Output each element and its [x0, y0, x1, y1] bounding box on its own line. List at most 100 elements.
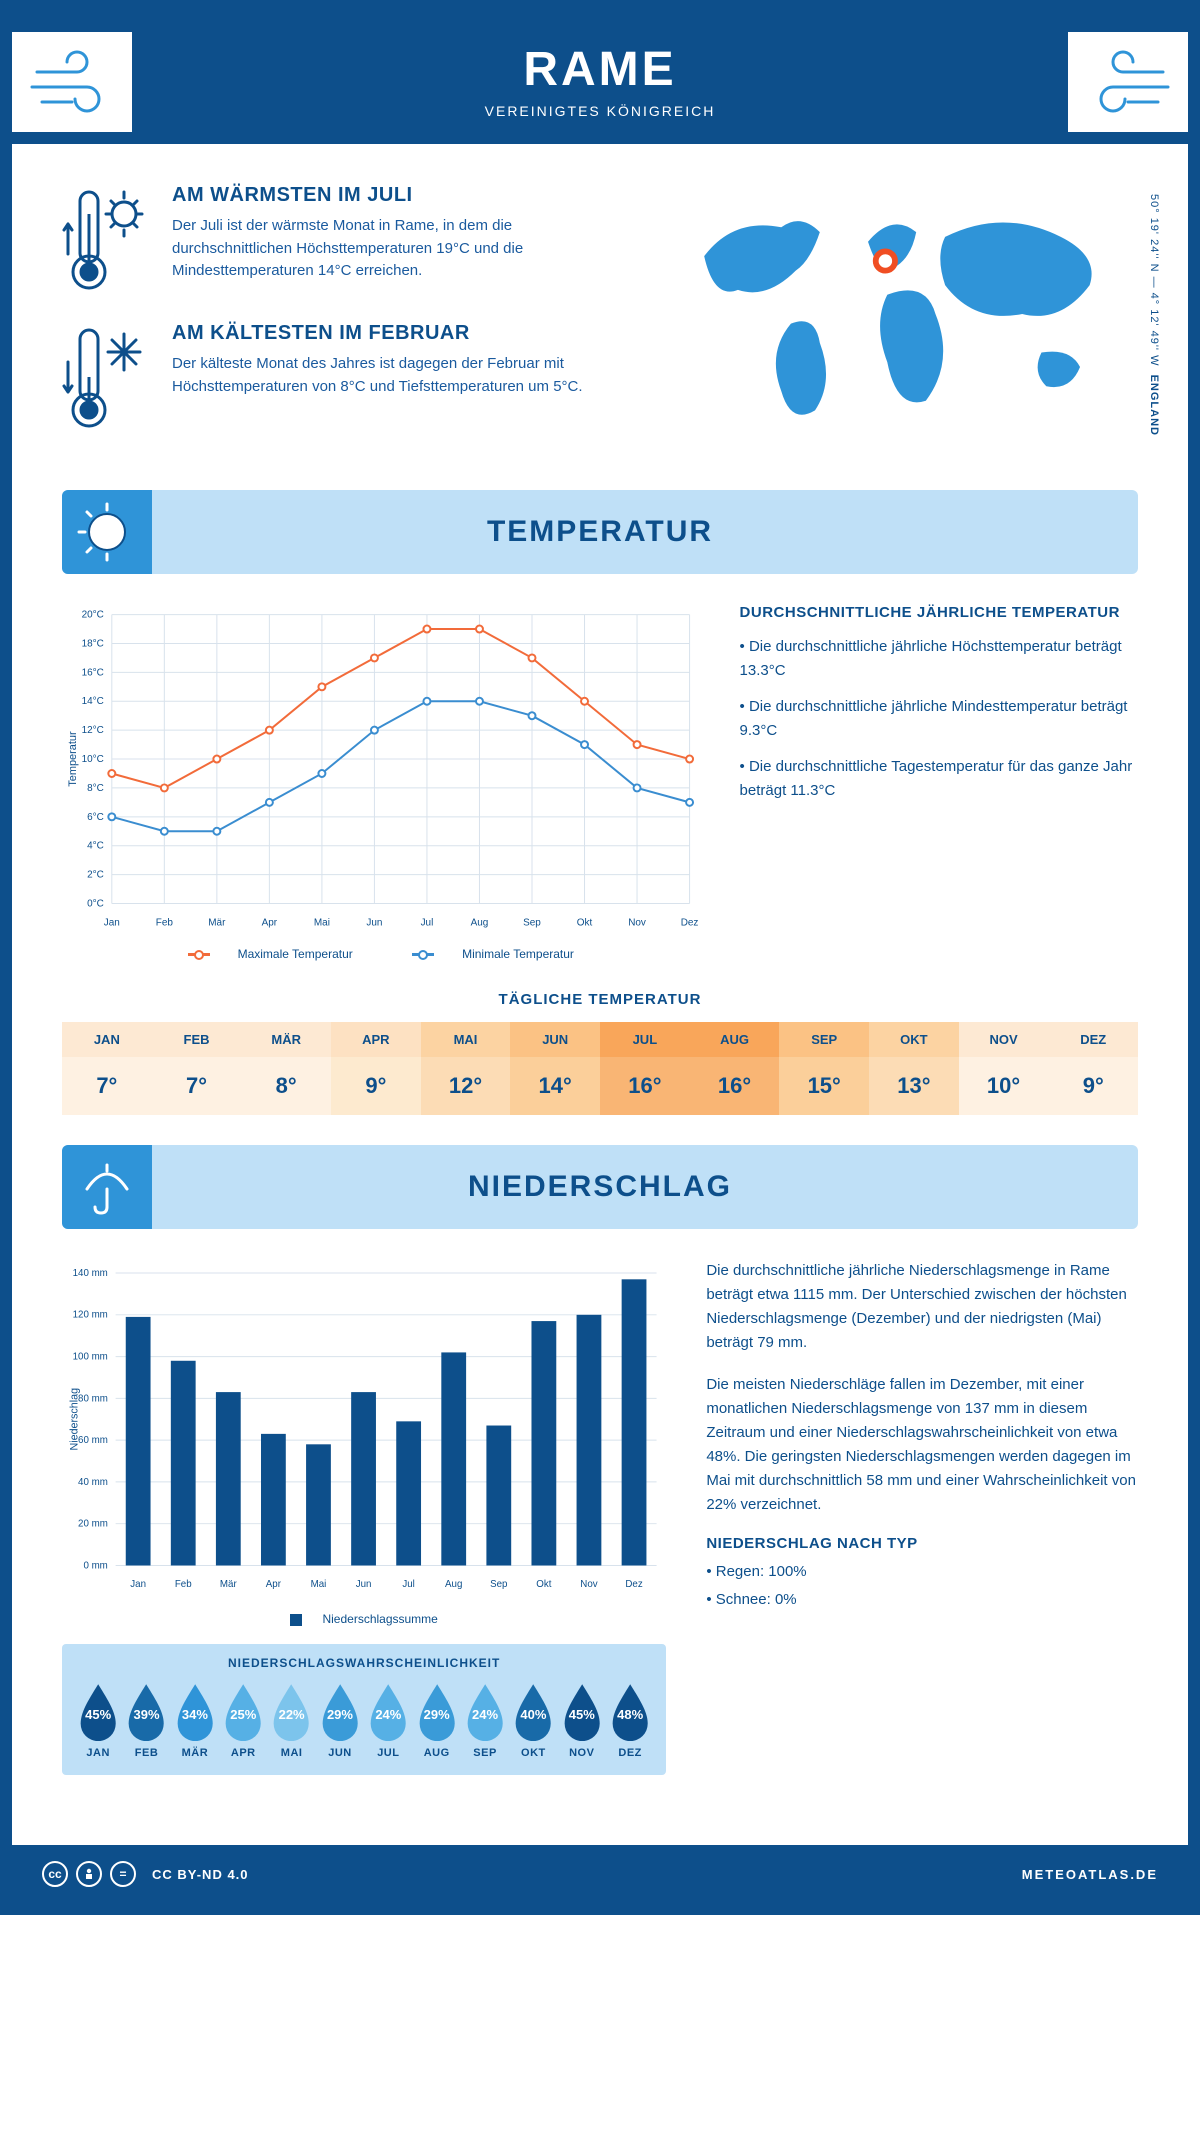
svg-text:Temperatur: Temperatur	[67, 731, 79, 787]
svg-text:120 mm: 120 mm	[73, 1310, 108, 1321]
umbrella-icon	[62, 1145, 152, 1229]
precip-para: Die durchschnittliche jährliche Niedersc…	[706, 1259, 1138, 1355]
by-icon	[76, 1861, 102, 1887]
svg-text:20°C: 20°C	[82, 610, 104, 621]
daily-cell: SEP 15°	[779, 1022, 869, 1115]
daily-cell: JUN 14°	[510, 1022, 600, 1115]
svg-text:80 mm: 80 mm	[78, 1393, 108, 1404]
prob-drop: 25% APR	[221, 1682, 265, 1759]
svg-text:Jan: Jan	[104, 917, 120, 928]
svg-text:Dez: Dez	[625, 1579, 642, 1590]
svg-text:Dez: Dez	[681, 917, 699, 928]
svg-text:Apr: Apr	[266, 1579, 282, 1590]
cc-icon: cc	[42, 1861, 68, 1887]
prob-drop: 29% JUN	[318, 1682, 362, 1759]
svg-text:Niederschlag: Niederschlag	[69, 1388, 81, 1451]
svg-text:100 mm: 100 mm	[73, 1352, 108, 1363]
precip-probability-box: NIEDERSCHLAGSWAHRSCHEINLICHKEIT 45% JAN …	[62, 1644, 666, 1775]
coldest-text: Der kälteste Monat des Jahres ist dagege…	[172, 353, 616, 398]
coordinates-label: 50° 19' 24'' N — 4° 12' 49'' W ENGLAND	[1148, 194, 1160, 436]
prob-drop: 45% JAN	[76, 1682, 120, 1759]
precip-type-item: • Regen: 100%	[706, 1560, 1138, 1584]
svg-text:Jun: Jun	[366, 917, 382, 928]
svg-text:Mai: Mai	[314, 917, 330, 928]
country-subtitle: VEREINIGTES KÖNIGREICH	[12, 103, 1188, 119]
svg-text:0°C: 0°C	[87, 898, 104, 909]
svg-text:Mär: Mär	[220, 1579, 238, 1590]
svg-text:2°C: 2°C	[87, 870, 104, 881]
sun-icon	[62, 490, 152, 574]
temp-legend: Maximale Temperatur Minimale Temperatur	[62, 947, 700, 961]
daily-cell: JAN 7°	[62, 1022, 152, 1115]
svg-text:Nov: Nov	[580, 1579, 597, 1590]
svg-text:4°C: 4°C	[87, 841, 104, 852]
daily-temp-table: JAN 7° FEB 7° MÄR 8° APR 9° MAI 12° JUN …	[62, 1022, 1138, 1115]
coldest-block: AM KÄLTESTEN IM FEBRUAR Der kälteste Mon…	[62, 322, 616, 432]
svg-text:Sep: Sep	[523, 917, 541, 928]
precip-legend: Niederschlagssumme	[62, 1612, 666, 1626]
coldest-title: AM KÄLTESTEN IM FEBRUAR	[172, 322, 616, 345]
svg-text:Jan: Jan	[130, 1579, 146, 1590]
svg-text:Okt: Okt	[536, 1579, 551, 1590]
daily-cell: AUG 16°	[690, 1022, 780, 1115]
temperature-section-header: TEMPERATUR	[62, 490, 1138, 574]
prob-drop: 40% OKT	[511, 1682, 555, 1759]
warmest-text: Der Juli ist der wärmste Monat in Rame, …	[172, 215, 616, 283]
prob-drop: 39% FEB	[124, 1682, 168, 1759]
prob-drop: 48% DEZ	[608, 1682, 652, 1759]
svg-text:Jul: Jul	[421, 917, 434, 928]
temperature-side-text: DURCHSCHNITTLICHE JÄHRLICHE TEMPERATUR •…	[740, 604, 1138, 961]
daily-cell: JUL 16°	[600, 1022, 690, 1115]
site-name: METEOATLAS.DE	[1022, 1867, 1158, 1882]
prob-drop: 22% MAI	[269, 1682, 313, 1759]
prob-drop: 29% AUG	[415, 1682, 459, 1759]
svg-text:Jun: Jun	[356, 1579, 372, 1590]
wind-icon-right	[1068, 32, 1188, 132]
svg-text:8°C: 8°C	[87, 783, 104, 794]
precip-type-title: NIEDERSCHLAG NACH TYP	[706, 1535, 1138, 1552]
world-map-block: 50° 19' 24'' N — 4° 12' 49'' W ENGLAND	[656, 184, 1138, 460]
header: RAME VEREINIGTES KÖNIGREICH	[12, 12, 1188, 144]
svg-text:Aug: Aug	[471, 917, 489, 928]
svg-text:Jul: Jul	[402, 1579, 414, 1590]
svg-text:Mär: Mär	[208, 917, 226, 928]
nd-icon: =	[110, 1861, 136, 1887]
daily-cell: NOV 10°	[959, 1022, 1049, 1115]
daily-cell: MÄR 8°	[241, 1022, 331, 1115]
daily-cell: FEB 7°	[152, 1022, 242, 1115]
temp-bullet: • Die durchschnittliche jährliche Höchst…	[740, 635, 1138, 683]
footer: cc = CC BY-ND 4.0 METEOATLAS.DE	[12, 1845, 1188, 1903]
wind-icon-left	[12, 32, 132, 132]
daily-cell: APR 9°	[331, 1022, 421, 1115]
prob-drop: 34% MÄR	[173, 1682, 217, 1759]
probability-drops: 45% JAN 39% FEB 34% MÄR 25% APR	[76, 1682, 652, 1759]
svg-text:Apr: Apr	[262, 917, 278, 928]
precipitation-bar-chart: 0 mm20 mm40 mm60 mm80 mm100 mm120 mm140 …	[62, 1259, 666, 1599]
svg-text:18°C: 18°C	[82, 638, 104, 649]
infographic-frame: RAME VEREINIGTES KÖNIGREICH AM WÄRMSTEN …	[0, 0, 1200, 1915]
temp-side-title: DURCHSCHNITTLICHE JÄHRLICHE TEMPERATUR	[740, 604, 1138, 621]
daily-cell: MAI 12°	[421, 1022, 511, 1115]
precip-para: Die meisten Niederschläge fallen im Deze…	[706, 1373, 1138, 1517]
license-block: cc = CC BY-ND 4.0	[42, 1861, 249, 1887]
svg-text:0 mm: 0 mm	[83, 1560, 107, 1571]
svg-text:Nov: Nov	[628, 917, 646, 928]
daily-cell: DEZ 9°	[1048, 1022, 1138, 1115]
prob-drop: 24% JUL	[366, 1682, 410, 1759]
daily-cell: OKT 13°	[869, 1022, 959, 1115]
intro-row: AM WÄRMSTEN IM JULI Der Juli ist der wär…	[62, 184, 1138, 460]
svg-text:Aug: Aug	[445, 1579, 462, 1590]
prob-drop: 45% NOV	[560, 1682, 604, 1759]
svg-text:20 mm: 20 mm	[78, 1519, 108, 1530]
svg-text:Mai: Mai	[311, 1579, 327, 1590]
temperature-title: TEMPERATUR	[487, 515, 713, 549]
daily-temp-title: TÄGLICHE TEMPERATUR	[62, 991, 1138, 1008]
svg-text:40 mm: 40 mm	[78, 1477, 108, 1488]
svg-text:14°C: 14°C	[82, 696, 104, 707]
precipitation-title: NIEDERSCHLAG	[468, 1170, 732, 1204]
world-map-icon	[656, 184, 1138, 444]
svg-text:10°C: 10°C	[82, 754, 104, 765]
city-title: RAME	[12, 42, 1188, 97]
svg-text:60 mm: 60 mm	[78, 1435, 108, 1446]
precipitation-side-text: Die durchschnittliche jährliche Niedersc…	[706, 1259, 1138, 1775]
